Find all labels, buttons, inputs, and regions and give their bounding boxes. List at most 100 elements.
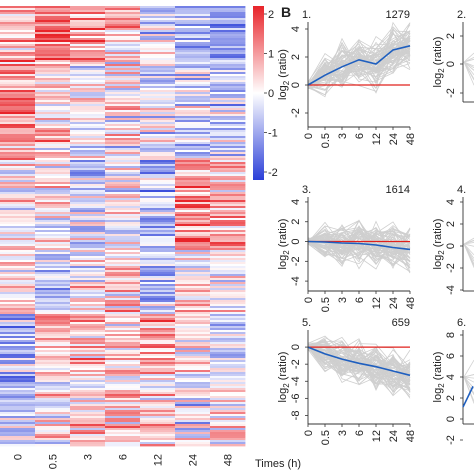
heatmap-cell <box>105 396 141 399</box>
heatmap-cell <box>35 12 71 15</box>
heatmap-cell <box>0 306 36 309</box>
heatmap-cell <box>175 244 211 247</box>
heatmap-cell <box>70 60 106 63</box>
gene-profile-line <box>463 57 474 63</box>
heatmap-cell <box>70 400 106 403</box>
heatmap-cell <box>105 230 141 233</box>
heatmap-cell <box>210 202 246 205</box>
heatmap-cell <box>210 228 246 231</box>
heatmap-cell <box>35 148 71 151</box>
heatmap-cell <box>70 168 106 171</box>
y-tick-label: 2 <box>290 219 302 225</box>
heatmap-cell <box>210 56 246 59</box>
heatmap-cell <box>140 40 176 43</box>
heatmap-cell <box>140 354 176 357</box>
heatmap-cell <box>140 80 176 83</box>
heatmap-cell <box>105 412 141 415</box>
heatmap-cell <box>0 54 36 57</box>
heatmap-cell <box>0 188 36 191</box>
heatmap-cell <box>70 118 106 121</box>
heatmap-cell <box>70 352 106 355</box>
heatmap-cell <box>0 386 36 389</box>
gene-profile-line <box>463 52 474 63</box>
heatmap-cell <box>175 206 211 209</box>
heatmap-cell <box>35 374 71 377</box>
heatmap-cell <box>140 418 176 421</box>
panel-gene-count: 1614 <box>386 184 410 196</box>
heatmap-cell <box>210 186 246 189</box>
mean-profile-line <box>307 45 411 86</box>
heatmap-cell <box>0 388 36 391</box>
heatmap-cell <box>175 198 211 201</box>
heatmap-cell <box>35 342 71 345</box>
heatmap-cell <box>105 84 141 87</box>
heatmap-cell <box>105 102 141 105</box>
heatmap-cell <box>140 156 176 159</box>
heatmap-cell <box>210 432 246 435</box>
heatmap-cell <box>210 50 246 53</box>
heatmap-cell <box>175 22 211 25</box>
x-tick-label: 24 <box>388 297 400 309</box>
heatmap-cell <box>140 364 176 367</box>
heatmap-cell <box>210 406 246 409</box>
heatmap-cell <box>140 192 176 195</box>
heatmap-cell <box>175 272 211 275</box>
heatmap-cell <box>210 252 246 255</box>
heatmap-cell <box>105 418 141 421</box>
heatmap-cell <box>140 300 176 303</box>
heatmap-cell <box>105 226 141 229</box>
heatmap-cell <box>210 170 246 173</box>
heatmap-cell <box>35 260 71 263</box>
heatmap-cell <box>0 296 36 299</box>
heatmap-cell <box>210 264 246 267</box>
heatmap-cell <box>0 42 36 45</box>
heatmap-cell <box>175 200 211 203</box>
heatmap-cell <box>140 224 176 227</box>
heatmap-cell <box>0 246 36 249</box>
heatmap-cell <box>0 6 36 9</box>
heatmap-cell <box>140 32 176 35</box>
heatmap-cell <box>35 292 71 295</box>
heatmap-cell <box>35 276 71 279</box>
heatmap-cell <box>70 64 106 67</box>
heatmap-cell <box>140 368 176 371</box>
heatmap-cell <box>175 220 211 223</box>
heatmap-cell <box>35 336 71 339</box>
heatmap-cell <box>70 258 106 261</box>
heatmap-cell <box>175 276 211 279</box>
heatmap-cell <box>35 432 71 435</box>
heatmap-cell <box>70 302 106 305</box>
heatmap-cell <box>0 438 36 441</box>
heatmap-cell <box>105 138 141 141</box>
heatmap-cell <box>210 388 246 391</box>
heatmap-cell <box>105 438 141 441</box>
heatmap-cell <box>210 280 246 283</box>
heatmap-cell <box>140 6 176 9</box>
heatmap-cell <box>210 360 246 363</box>
heatmap-cell <box>140 280 176 283</box>
heatmap-cell <box>35 200 71 203</box>
heatmap-cell <box>70 178 106 181</box>
heatmap-cell <box>35 52 71 55</box>
heatmap-cell <box>70 126 106 129</box>
heatmap-cell <box>105 22 141 25</box>
heatmap-cell <box>0 196 36 199</box>
heatmap-cell <box>0 156 36 159</box>
heatmap-cell <box>35 168 71 171</box>
heatmap-cell <box>210 234 246 237</box>
heatmap-cell <box>105 18 141 21</box>
heatmap-cell <box>70 314 106 317</box>
heatmap-cell <box>0 330 36 333</box>
gene-profile-line <box>307 228 411 269</box>
heatmap-cell <box>0 294 36 297</box>
heatmap-cell <box>175 8 211 11</box>
heatmap-cell <box>210 172 246 175</box>
heatmap-cell <box>35 18 71 21</box>
heatmap-cell <box>140 62 176 65</box>
heatmap-cell <box>175 36 211 39</box>
heatmap-cell <box>35 44 71 47</box>
heatmap-cell <box>140 286 176 289</box>
heatmap-cell <box>175 414 211 417</box>
heatmap-cell <box>0 372 36 375</box>
heatmap-cell <box>0 116 36 119</box>
